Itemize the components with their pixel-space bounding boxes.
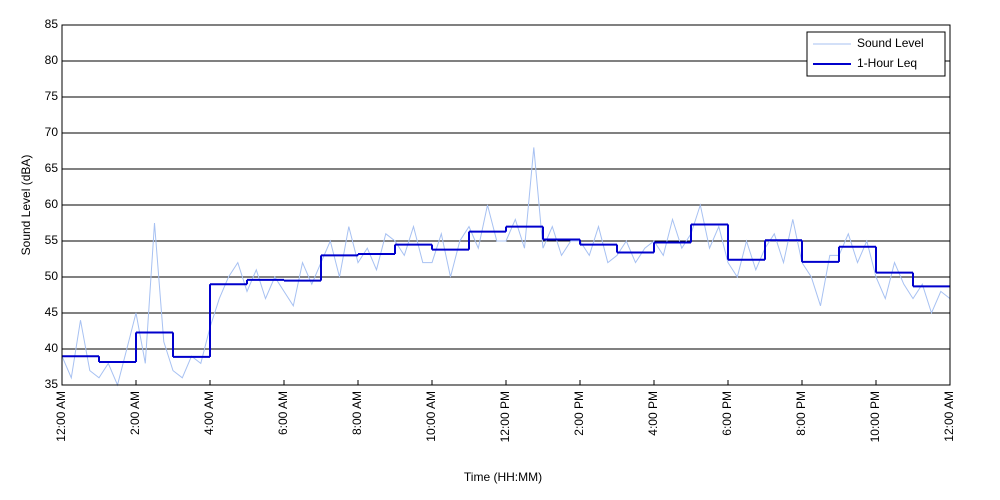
legend-label: 1-Hour Leq: [857, 56, 917, 70]
x-tick-label: 8:00 AM: [350, 391, 364, 435]
y-tick-label: 55: [45, 233, 59, 247]
x-tick-label: 6:00 PM: [720, 391, 734, 436]
x-tick-label: 2:00 PM: [572, 391, 586, 436]
x-tick-label: 4:00 AM: [202, 391, 216, 435]
y-axis-title: Sound Level (dBA): [19, 155, 33, 256]
legend-label: Sound Level: [857, 36, 924, 50]
x-tick-label: 2:00 AM: [128, 391, 142, 435]
y-tick-label: 60: [45, 197, 59, 211]
x-tick-label: 10:00 AM: [424, 391, 438, 442]
x-tick-label: 6:00 AM: [276, 391, 290, 435]
legend-box: [806, 31, 946, 77]
y-tick-label: 40: [45, 341, 59, 355]
x-tick-label: 4:00 PM: [646, 391, 660, 436]
x-axis-title: Time (HH:MM): [464, 470, 542, 484]
y-tick-label: 70: [45, 125, 59, 139]
y-tick-label: 80: [45, 53, 59, 67]
plot-frame: [61, 24, 951, 386]
y-tick-label: 75: [45, 89, 59, 103]
y-tick-label: 85: [45, 17, 59, 31]
y-tick-label: 65: [45, 161, 59, 175]
x-tick-label: 10:00 PM: [868, 391, 882, 442]
x-tick-label: 12:00 AM: [54, 391, 68, 442]
x-tick-label: 12:00 AM: [942, 391, 956, 442]
x-tick-label: 8:00 PM: [794, 391, 808, 436]
x-tick-label: 12:00 PM: [498, 391, 512, 442]
y-tick-label: 35: [45, 377, 59, 391]
y-tick-label: 50: [45, 269, 59, 283]
y-tick-label: 45: [45, 305, 59, 319]
